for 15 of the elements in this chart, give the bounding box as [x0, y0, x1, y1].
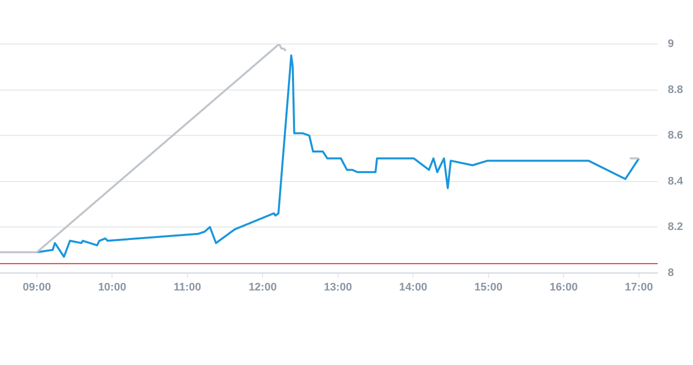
y-tick-label: 8.6 [668, 130, 684, 142]
x-tick-label: 15:00 [474, 281, 502, 294]
x-tick-label: 16:00 [550, 281, 578, 294]
y-tick-label: 8.2 [668, 221, 684, 234]
x-tick-label: 09:00 [22, 281, 51, 294]
y-tick-label: 9 [668, 38, 674, 50]
x-tick-label: 17:00 [624, 281, 653, 294]
x-tick-label: 13:00 [324, 281, 352, 294]
y-tick-label: 8.8 [668, 84, 684, 96]
x-tick-label: 14:00 [399, 281, 428, 294]
x-tick-label: 11:00 [174, 281, 202, 294]
y-tick-label: 8.4 [668, 175, 684, 188]
y-tick-label: 8 [668, 266, 674, 279]
x-tick-label: 10:00 [98, 281, 126, 294]
x-tick-label: 12:00 [248, 281, 277, 294]
